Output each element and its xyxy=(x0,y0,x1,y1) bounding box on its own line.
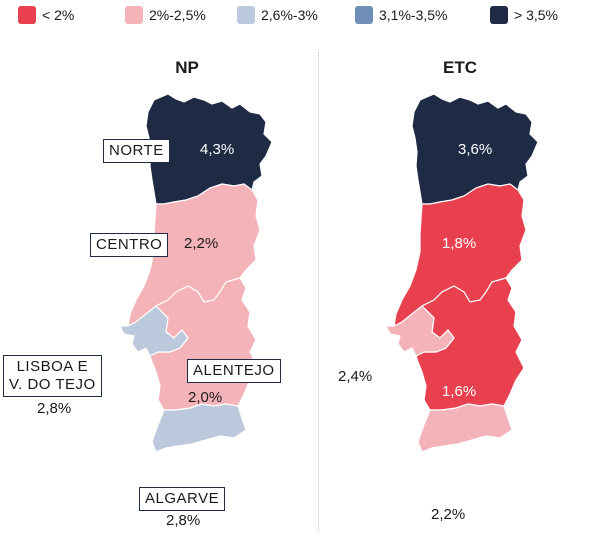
legend-label: < 2% xyxy=(42,7,75,23)
legend-label: 2,6%-3% xyxy=(261,7,318,23)
np-label-norte: NORTE xyxy=(103,139,170,163)
legend-item-2-2-5: 2%-2,5% xyxy=(125,6,237,24)
legend-label: 3,1%-3,5% xyxy=(379,7,448,23)
np-value-norte: 4,3% xyxy=(200,141,235,158)
legend-swatch xyxy=(237,6,255,24)
etc-value-lisboa: 2,4% xyxy=(338,368,373,385)
etc-map-title: ETC xyxy=(443,58,477,77)
panel-divider xyxy=(318,52,319,532)
np-label-alentejo: ALENTEJO xyxy=(187,359,281,383)
np-value-lisboa: 2,8% xyxy=(37,400,72,417)
np-region-algarve xyxy=(151,403,247,453)
etc-value-centro: 1,8% xyxy=(442,235,477,252)
legend-swatch xyxy=(18,6,36,24)
etc-region-algarve xyxy=(417,403,513,453)
legend-label: > 3,5% xyxy=(514,7,558,23)
np-value-algarve: 2,8% xyxy=(166,512,201,529)
legend-item-below-2: < 2% xyxy=(18,6,125,24)
np-label-centro: CENTRO xyxy=(90,233,169,257)
np-value-alentejo: 2,0% xyxy=(188,389,223,406)
legend-swatch xyxy=(125,6,143,24)
etc-value-norte: 3,6% xyxy=(458,141,493,158)
np-value-centro: 2,2% xyxy=(184,235,219,252)
np-label-lisboa: LISBOA E V. DO TEJO xyxy=(3,355,102,397)
etc-value-alentejo: 1,6% xyxy=(442,383,477,400)
np-label-lisboa-line2: V. DO TEJO xyxy=(9,376,96,393)
np-label-lisboa-line1: LISBOA E xyxy=(16,358,89,375)
legend-swatch xyxy=(490,6,508,24)
legend-swatch xyxy=(355,6,373,24)
np-label-algarve: ALGARVE xyxy=(139,487,226,511)
legend-label: 2%-2,5% xyxy=(149,7,206,23)
legend: < 2% 2%-2,5% 2,6%-3% 3,1%-3,5% > 3,5% xyxy=(18,6,580,24)
legend-item-2-6-3: 2,6%-3% xyxy=(237,6,355,24)
etc-value-algarve: 2,2% xyxy=(431,506,466,523)
legend-item-3-1-3-5: 3,1%-3,5% xyxy=(355,6,490,24)
np-map-title: NP xyxy=(175,58,199,77)
legend-item-above-3-5: > 3,5% xyxy=(490,6,580,24)
